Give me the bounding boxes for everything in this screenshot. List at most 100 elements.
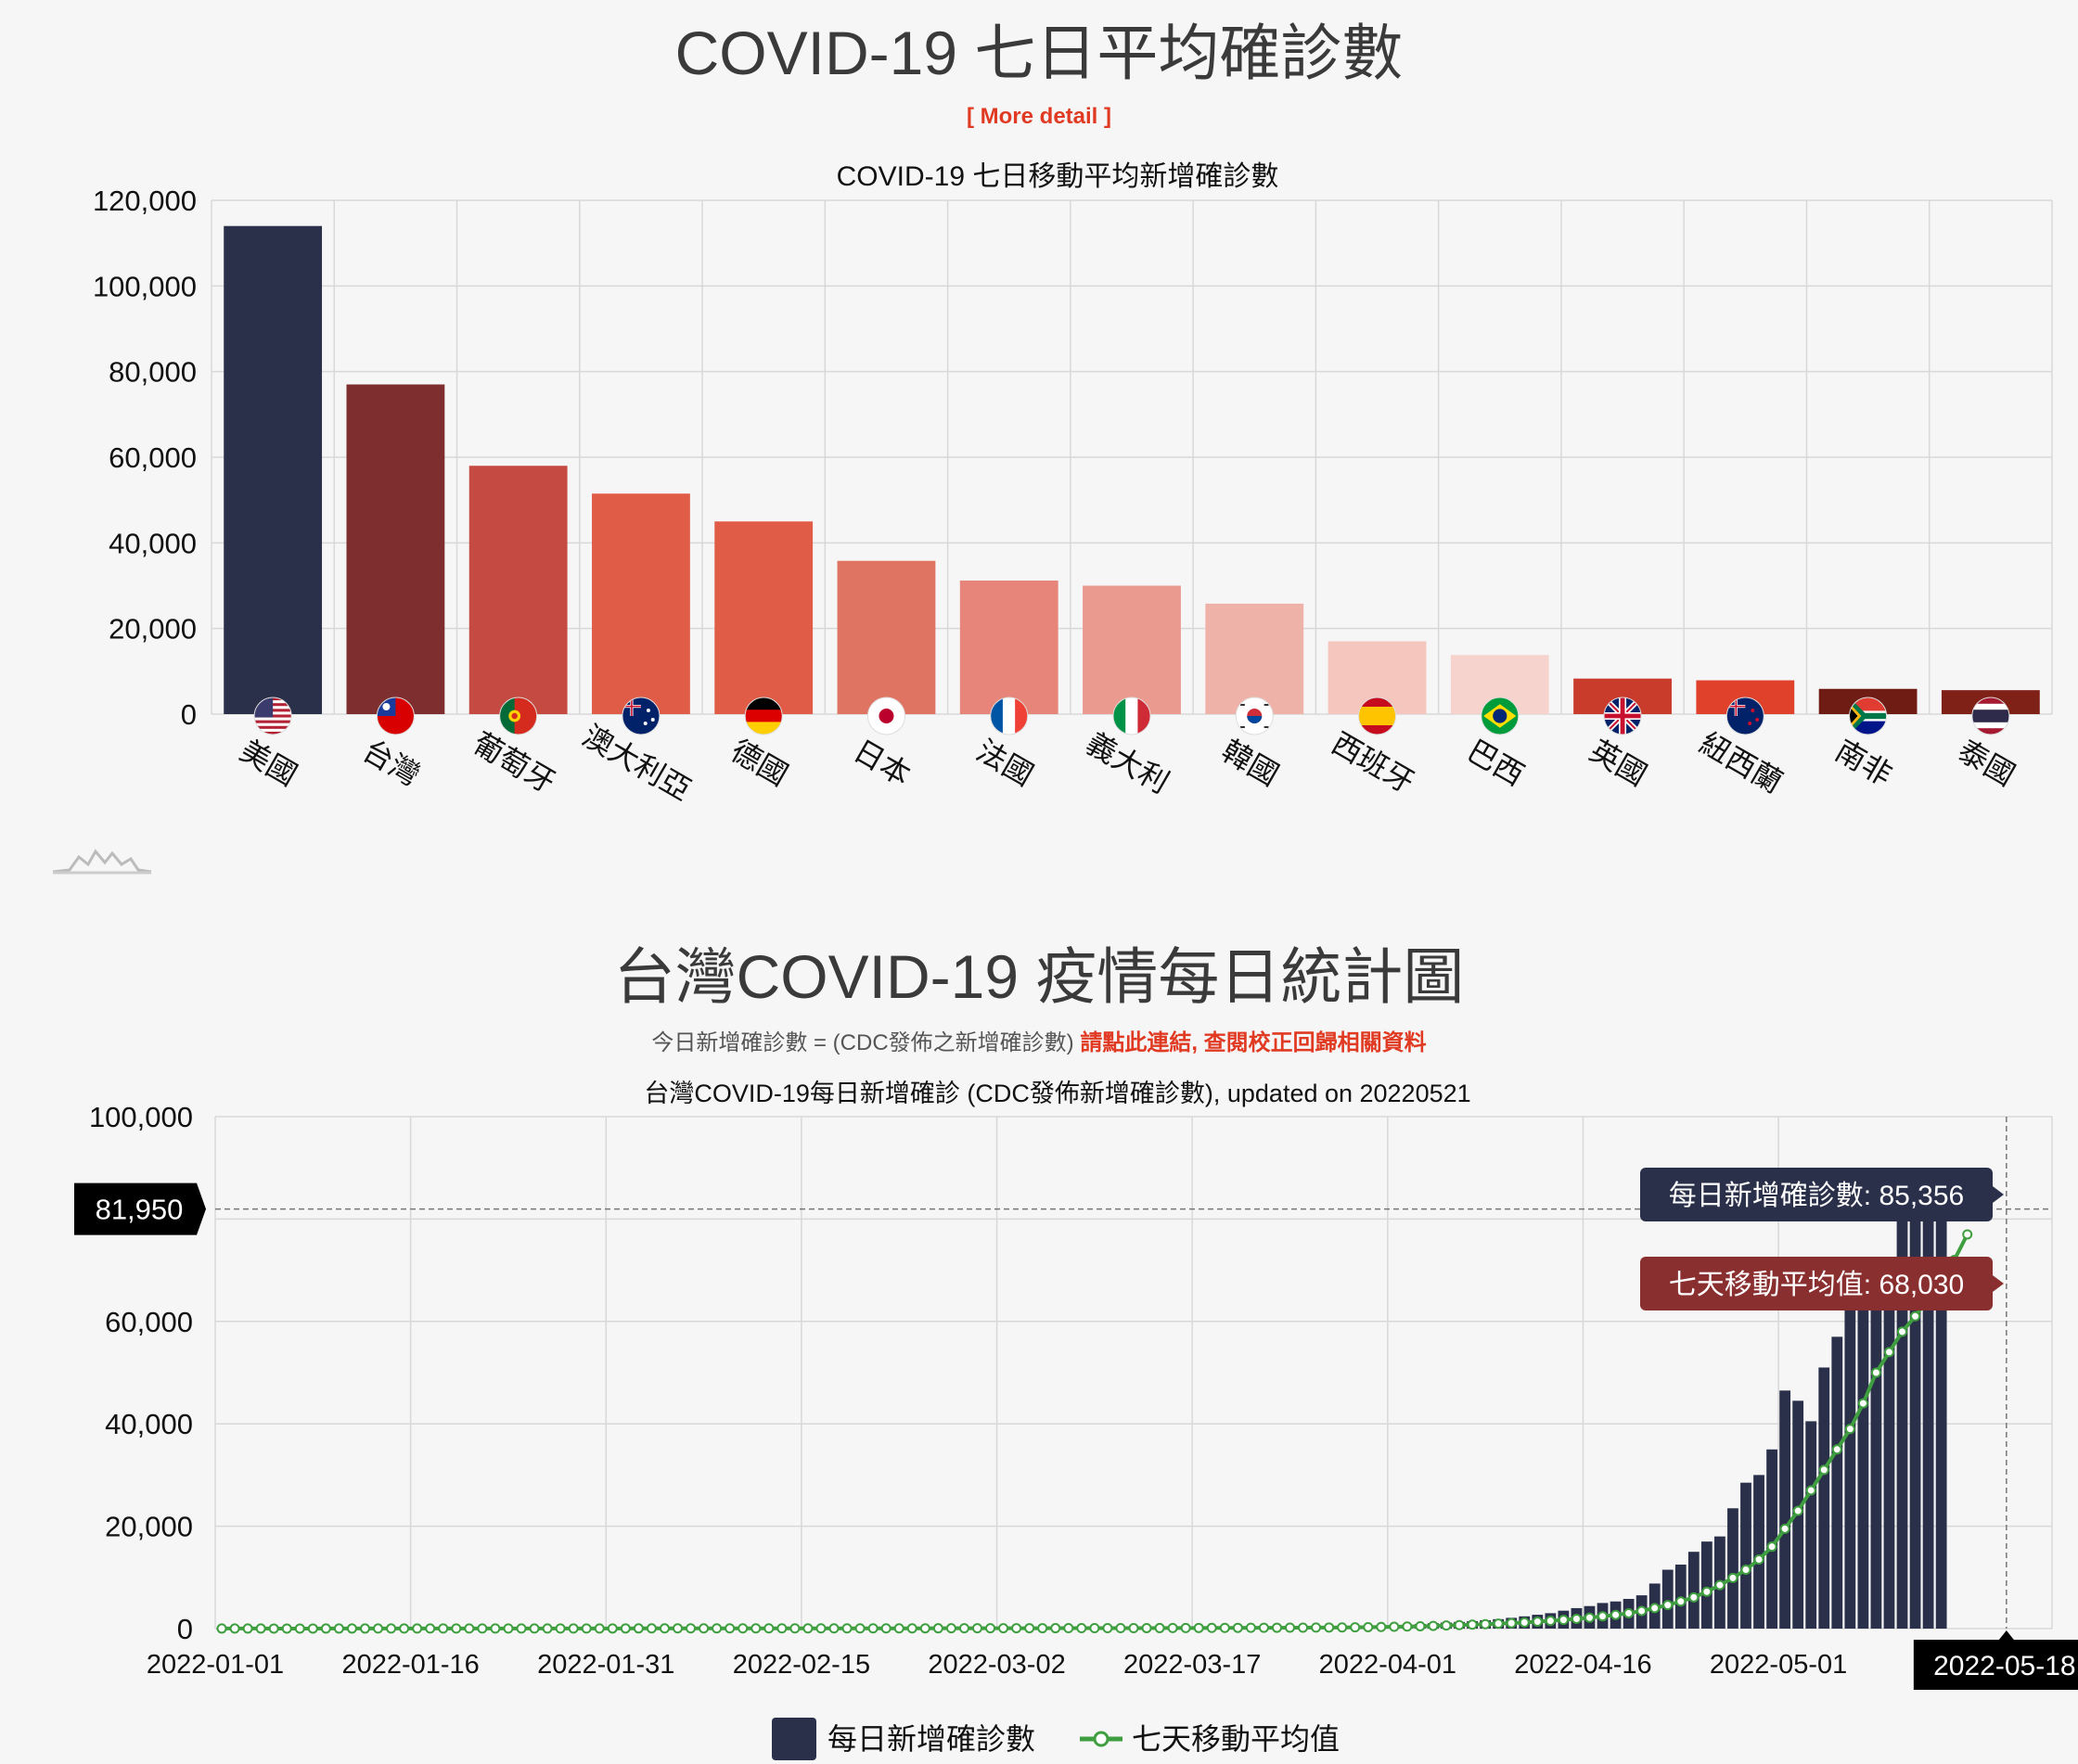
chart1-title: COVID-19 七日移動平均新增確診數 bbox=[837, 161, 1279, 192]
it-flag-icon bbox=[1112, 697, 1151, 735]
chart2-xtick-label: 2022-01-16 bbox=[341, 1650, 479, 1680]
moving-average-point bbox=[529, 1623, 540, 1634]
moving-average-point bbox=[581, 1623, 592, 1634]
br-flag-icon bbox=[1481, 697, 1520, 735]
bar-pt bbox=[468, 466, 568, 714]
chart2-ytick-label: 60,000 bbox=[105, 1306, 193, 1338]
moving-average-point bbox=[1154, 1622, 1165, 1633]
legend-average-label: 七天移動平均值 bbox=[1132, 1722, 1340, 1756]
fr-flag-icon bbox=[990, 697, 1029, 735]
moving-average-point bbox=[438, 1623, 449, 1634]
moving-average-point bbox=[1245, 1622, 1256, 1633]
es-flag-icon bbox=[1358, 697, 1397, 735]
moving-average-point bbox=[1011, 1623, 1022, 1634]
moving-average-point bbox=[320, 1623, 331, 1634]
taiwan-daily-chart: 台灣COVID-19每日新增確診 (CDC發佈新增確診數), updated o… bbox=[74, 1080, 2078, 1760]
moving-average-point bbox=[919, 1623, 930, 1634]
chart1-category-label: 台灣 bbox=[357, 734, 425, 792]
pt-flag-icon bbox=[499, 697, 538, 735]
daily-bar bbox=[1883, 1277, 1895, 1629]
chart2-xtick-label: 2022-02-15 bbox=[733, 1650, 870, 1680]
moving-average-point bbox=[1376, 1621, 1387, 1632]
daily-bar bbox=[1779, 1390, 1791, 1629]
moving-average-point bbox=[1766, 1541, 1777, 1553]
moving-average-point bbox=[1415, 1620, 1426, 1631]
moving-average-point bbox=[490, 1623, 501, 1634]
moving-average-point bbox=[1206, 1622, 1217, 1633]
chart2-ytick-label: 0 bbox=[177, 1613, 193, 1645]
au-flag-icon bbox=[622, 697, 661, 735]
moving-average-point bbox=[815, 1623, 827, 1634]
chart2-xtick-label: 2022-04-16 bbox=[1514, 1650, 1651, 1680]
chart2-ytick-label: 100,000 bbox=[89, 1101, 193, 1133]
moving-average-point bbox=[1571, 1614, 1582, 1625]
moving-average-point bbox=[1558, 1615, 1569, 1626]
moving-average-point bbox=[906, 1623, 917, 1634]
moving-average-point bbox=[1584, 1612, 1595, 1623]
moving-average-point bbox=[1467, 1619, 1478, 1630]
moving-average-point bbox=[1298, 1622, 1309, 1633]
moving-average-point bbox=[594, 1623, 605, 1634]
moving-average-point bbox=[646, 1623, 657, 1634]
moving-average-point bbox=[686, 1623, 697, 1634]
chart1-ytick-label: 20,000 bbox=[109, 613, 197, 646]
moving-average-point bbox=[725, 1623, 736, 1634]
moving-average-point bbox=[1128, 1622, 1139, 1633]
section2-title: 台灣COVID-19 疫情每日統計圖 bbox=[613, 942, 1465, 1011]
daily-bar bbox=[1805, 1421, 1817, 1629]
moving-average-point bbox=[1232, 1622, 1243, 1633]
moving-average-point bbox=[1792, 1505, 1803, 1516]
daily-bar bbox=[1700, 1541, 1712, 1629]
moving-average-point bbox=[1662, 1600, 1674, 1611]
moving-average-point bbox=[1285, 1622, 1296, 1633]
moving-average-point bbox=[1102, 1623, 1113, 1634]
chart2-title: 台灣COVID-19每日新增確診 (CDC發佈新增確診數), updated o… bbox=[644, 1080, 1470, 1107]
daily-bar bbox=[1766, 1449, 1777, 1629]
moving-average-point bbox=[1441, 1620, 1452, 1631]
chart-thumbnail-icon[interactable] bbox=[51, 844, 153, 876]
moving-average-point bbox=[1363, 1621, 1374, 1632]
chart1-category-label: 義大利 bbox=[1081, 726, 1174, 799]
moving-average-point bbox=[607, 1623, 618, 1634]
moving-average-point bbox=[1402, 1621, 1413, 1632]
chart1-ytick-label: 60,000 bbox=[109, 441, 197, 474]
moving-average-point bbox=[867, 1623, 879, 1634]
daily-bar bbox=[1870, 1290, 1882, 1629]
correction-data-link[interactable]: 請點此連結, 查閱校正回歸相關資料 bbox=[1080, 1030, 1427, 1055]
moving-average-point bbox=[828, 1623, 840, 1634]
moving-average-point bbox=[1506, 1617, 1517, 1629]
bar-us bbox=[224, 225, 323, 714]
moving-average-point bbox=[1883, 1347, 1894, 1358]
moving-average-point bbox=[1050, 1623, 1061, 1634]
us-flag-icon bbox=[253, 697, 292, 735]
de-flag-icon bbox=[744, 697, 783, 735]
chart1-ytick-label: 0 bbox=[181, 698, 197, 731]
chart1-category-label: 韓國 bbox=[1216, 734, 1284, 792]
moving-average-point bbox=[568, 1623, 579, 1634]
moving-average-point bbox=[699, 1623, 710, 1634]
crosshair-x-value: 2022-05-18 bbox=[1933, 1651, 2075, 1681]
bar-tw bbox=[346, 384, 445, 714]
chart1-grid bbox=[211, 199, 2053, 715]
moving-average-point bbox=[1115, 1622, 1126, 1633]
more-detail-link[interactable]: [ More detail ] bbox=[966, 104, 1111, 129]
chart2-legend: 每日新增確診數 七天移動平均值 bbox=[772, 1718, 1340, 1760]
chart1-category-label: 西班牙 bbox=[1326, 726, 1419, 799]
moving-average-point bbox=[1714, 1579, 1725, 1591]
tooltip-daily-text: 每日新增確診數: 85,356 bbox=[1669, 1181, 1964, 1211]
moving-average-point bbox=[1844, 1424, 1855, 1435]
moving-average-point bbox=[659, 1623, 670, 1634]
moving-average-point bbox=[1350, 1622, 1361, 1633]
subtitle-line: 今日新增確診數 = (CDC發佈之新增確診數) 請點此連結, 查閱校正回歸相關資… bbox=[0, 1024, 2078, 1056]
bar-jp bbox=[837, 560, 936, 714]
moving-average-point bbox=[712, 1623, 723, 1634]
moving-average-point bbox=[1753, 1553, 1764, 1565]
moving-average-point bbox=[1740, 1565, 1751, 1576]
moving-average-point bbox=[1962, 1229, 1973, 1240]
moving-average-point bbox=[477, 1623, 488, 1634]
moving-average-point bbox=[1167, 1622, 1178, 1633]
daily-bar bbox=[1896, 1208, 1908, 1629]
moving-average-point bbox=[1532, 1617, 1543, 1628]
chart1-category-label: 英國 bbox=[1584, 734, 1652, 792]
moving-average-point bbox=[242, 1623, 253, 1634]
